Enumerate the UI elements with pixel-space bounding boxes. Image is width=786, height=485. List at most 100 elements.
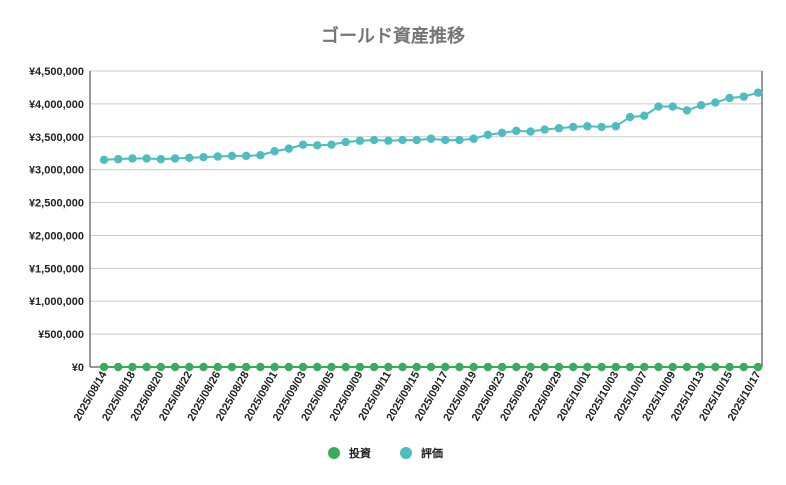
data-point	[298, 362, 308, 372]
y-tick-label: ¥4,500,000	[29, 66, 84, 78]
data-point	[270, 362, 279, 372]
data-point	[355, 136, 365, 145]
data-point	[682, 362, 692, 372]
data-point	[128, 362, 137, 372]
data-point	[568, 362, 578, 372]
data-point	[426, 362, 436, 372]
data-point	[711, 98, 720, 107]
data-point	[483, 362, 493, 372]
data-point	[384, 362, 393, 372]
data-point	[455, 362, 464, 372]
data-point	[170, 362, 180, 372]
x-axis-tick-labels: 2025/08/142025/08/182025/08/202025/08/22…	[72, 369, 764, 423]
data-point	[512, 126, 521, 136]
y-tick-label: ¥0	[72, 362, 84, 374]
data-point	[455, 135, 464, 145]
data-point	[625, 112, 635, 122]
data-point	[128, 154, 137, 163]
y-tick-label: ¥2,000,000	[29, 230, 84, 242]
data-point	[170, 154, 180, 163]
series-lines	[99, 88, 763, 372]
data-point	[753, 88, 763, 97]
data-point	[213, 152, 222, 161]
data-point	[583, 122, 592, 131]
data-point	[270, 147, 279, 156]
data-point	[469, 134, 478, 143]
data-point	[554, 362, 564, 372]
data-point	[739, 362, 748, 372]
data-point	[483, 130, 493, 140]
data-point	[682, 106, 692, 115]
data-point	[369, 135, 379, 145]
data-point	[597, 122, 606, 132]
data-point	[441, 362, 450, 372]
axes	[89, 71, 763, 368]
data-point	[739, 92, 748, 101]
data-point	[412, 362, 421, 372]
data-point	[625, 362, 635, 372]
data-point	[142, 362, 151, 372]
data-point	[241, 362, 251, 372]
data-point	[441, 135, 450, 145]
data-point	[398, 135, 407, 145]
y-axis-tick-labels: ¥0 ¥500,000 ¥1,000,000 ¥1,500,000 ¥2,000,000…	[29, 66, 84, 374]
data-point	[185, 153, 194, 163]
data-point	[412, 135, 421, 145]
legend-marker	[328, 447, 340, 459]
data-point	[284, 362, 294, 372]
data-point	[426, 134, 436, 143]
data-point	[611, 122, 621, 131]
y-tick-label: ¥1,500,000	[29, 263, 84, 275]
data-point	[142, 154, 151, 163]
data-point	[114, 154, 123, 164]
data-point	[753, 362, 763, 372]
data-point	[725, 93, 734, 103]
data-point	[711, 362, 720, 372]
data-point	[213, 362, 222, 372]
data-point	[696, 101, 706, 110]
data-point	[241, 151, 251, 161]
data-point	[327, 362, 336, 372]
data-point	[668, 362, 677, 372]
data-point	[355, 362, 365, 372]
data-point	[696, 362, 706, 372]
legend: 投資 評価	[328, 446, 443, 460]
data-point	[540, 125, 549, 134]
data-point	[313, 362, 322, 372]
data-point	[341, 137, 350, 147]
y-tick-label: ¥2,500,000	[29, 198, 84, 210]
data-point	[99, 362, 109, 372]
y-tick-label: ¥4,000,000	[29, 99, 84, 111]
data-point	[526, 362, 535, 372]
data-point	[99, 155, 109, 164]
data-point	[199, 362, 208, 372]
data-point	[654, 362, 663, 372]
y-tick-label: ¥3,000,000	[29, 165, 84, 177]
data-point	[384, 136, 393, 145]
chart-title: ゴールド資産推移	[321, 25, 465, 47]
data-point	[156, 362, 166, 372]
data-point	[185, 362, 194, 372]
data-point	[540, 362, 549, 372]
data-point	[284, 144, 294, 153]
data-point	[583, 362, 592, 372]
data-point	[256, 150, 265, 160]
data-point	[227, 362, 237, 372]
data-point	[256, 362, 265, 372]
legend-label: 投資	[349, 446, 371, 460]
gridlines	[90, 70, 762, 368]
data-point	[640, 362, 649, 372]
data-point	[298, 140, 308, 149]
data-point	[227, 151, 237, 161]
data-point	[199, 152, 208, 162]
data-point	[526, 127, 535, 136]
data-point	[327, 140, 336, 149]
data-point	[554, 124, 564, 133]
legend-marker	[400, 447, 412, 459]
data-point	[611, 362, 621, 372]
data-point	[668, 102, 677, 111]
data-point	[341, 362, 350, 372]
data-point	[597, 362, 606, 372]
